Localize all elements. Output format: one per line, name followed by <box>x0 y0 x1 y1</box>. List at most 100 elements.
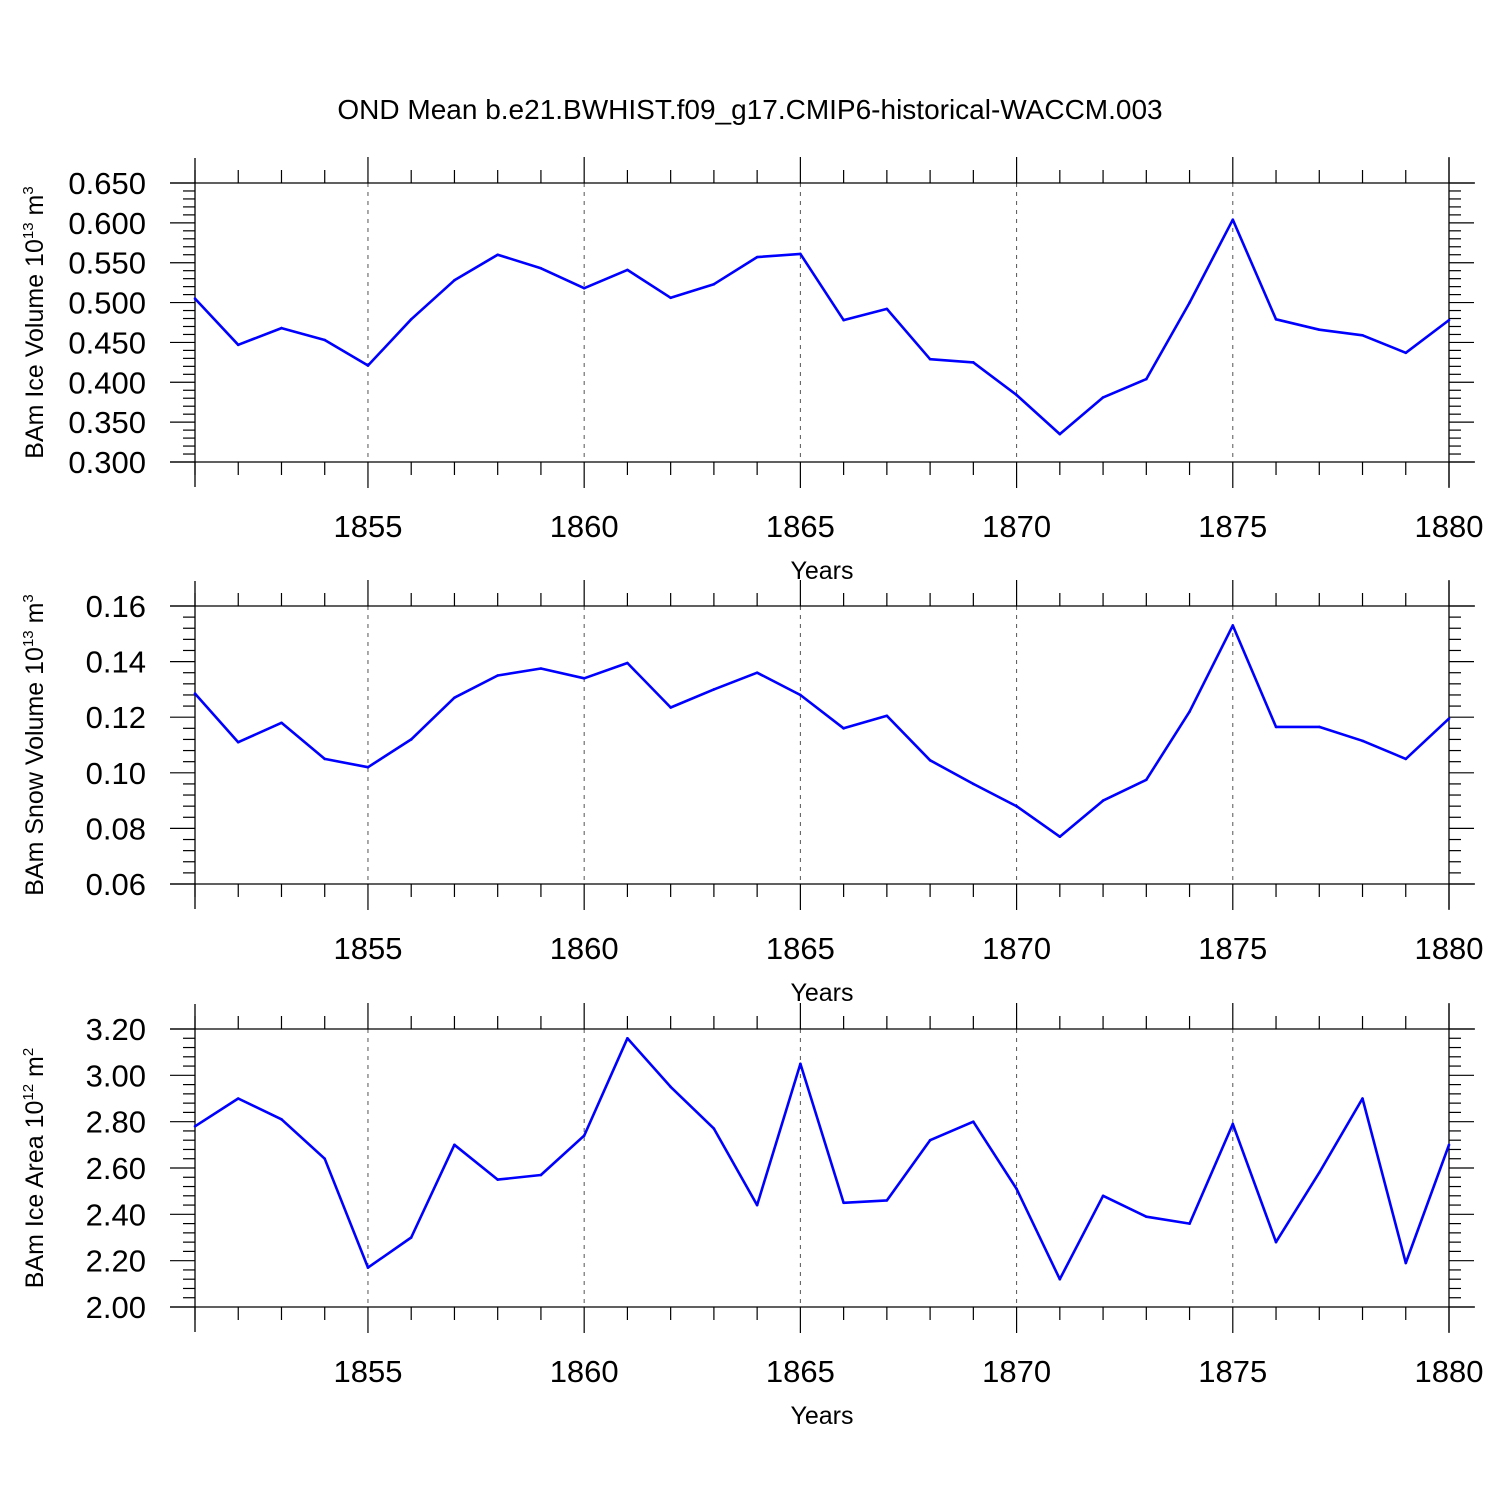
data-point <box>1188 710 1191 713</box>
data-point <box>799 252 802 256</box>
data-point <box>366 765 370 769</box>
data-point <box>669 1085 672 1089</box>
y-tick-label: 3.20 <box>86 1012 146 1047</box>
data-point <box>1101 1194 1105 1198</box>
data-point <box>1404 757 1408 761</box>
y-tick-label: 0.450 <box>68 325 146 360</box>
data-point <box>280 721 283 725</box>
x-tick-label: 1860 <box>550 931 619 966</box>
x-tick-label: 1855 <box>333 1354 402 1389</box>
data-point <box>928 758 932 762</box>
data-point <box>1145 1215 1148 1218</box>
data-point <box>885 1199 889 1202</box>
data-point <box>236 740 240 744</box>
x-axis-label: Years <box>790 979 853 1007</box>
x-tick-label: 1880 <box>1415 1354 1484 1389</box>
y-axis-label: BAm Snow Volume 1013 m3 <box>20 594 49 896</box>
data-point <box>1447 1143 1451 1147</box>
x-tick-label: 1875 <box>1198 931 1267 966</box>
data-point <box>755 1203 759 1207</box>
x-tick-label: 1860 <box>550 1354 619 1389</box>
data-point <box>1274 725 1278 729</box>
data-point <box>928 1138 932 1142</box>
x-tick-label: 1870 <box>982 509 1051 544</box>
data-point <box>1145 377 1148 381</box>
data-point <box>496 253 499 257</box>
data-point <box>280 1118 283 1121</box>
x-tick-label: 1855 <box>333 509 402 544</box>
data-point <box>1145 778 1148 782</box>
y-tick-label: 2.80 <box>86 1105 146 1140</box>
data-point <box>539 1173 543 1177</box>
data-point <box>409 738 413 741</box>
data-point <box>280 326 283 330</box>
data-point <box>1447 318 1451 322</box>
data-point <box>1058 835 1062 839</box>
data-point <box>366 364 370 367</box>
data-point <box>842 1201 845 1205</box>
y-tick-label: 2.40 <box>86 1197 146 1232</box>
y-tick-label: 0.08 <box>86 811 146 846</box>
x-tick-label: 1880 <box>1415 509 1484 544</box>
data-point <box>323 338 327 342</box>
data-point <box>1317 1171 1321 1174</box>
y-tick-label: 0.16 <box>86 589 146 624</box>
data-point <box>323 1157 327 1161</box>
y-tick-label: 0.10 <box>86 756 146 791</box>
data-point <box>755 255 759 259</box>
y-tick-label: 0.06 <box>86 867 146 902</box>
data-point <box>885 307 889 311</box>
data-point <box>236 343 240 347</box>
data-point <box>1101 799 1105 802</box>
y-tick-label: 0.650 <box>68 166 146 201</box>
y-tick-label: 2.60 <box>86 1151 146 1186</box>
data-point <box>1188 1222 1191 1225</box>
data-point <box>582 676 586 680</box>
data-point <box>1058 432 1062 436</box>
data-point <box>972 782 975 786</box>
data-point <box>1015 804 1018 808</box>
data-point <box>453 278 456 282</box>
data-point <box>1188 301 1191 304</box>
data-point <box>1361 333 1364 337</box>
data-point <box>193 1125 197 1128</box>
x-tick-label: 1870 <box>982 931 1051 966</box>
data-point <box>842 727 845 730</box>
x-tick-label: 1865 <box>766 1354 835 1389</box>
data-point <box>928 357 932 361</box>
data-point <box>972 361 975 364</box>
x-tick-label: 1865 <box>766 509 835 544</box>
data-point <box>366 1266 370 1269</box>
data-point <box>496 1178 499 1181</box>
y-axis-label: BAm Ice Area 1012 m2 <box>20 1048 49 1288</box>
data-point <box>842 318 845 322</box>
data-point <box>626 1036 629 1040</box>
data-point <box>1317 328 1321 331</box>
data-point <box>496 674 499 677</box>
data-point <box>626 268 629 272</box>
x-tick-label: 1870 <box>982 1354 1051 1389</box>
x-tick-label: 1875 <box>1198 509 1267 544</box>
data-point <box>712 688 716 691</box>
data-point <box>799 693 802 697</box>
data-point <box>799 1062 802 1066</box>
data-point <box>323 757 327 761</box>
series-line <box>194 624 1450 839</box>
data-point <box>453 696 456 700</box>
data-point <box>755 671 759 675</box>
y-tick-label: 3.00 <box>86 1058 146 1093</box>
data-point <box>1404 1261 1408 1265</box>
data-point <box>193 692 197 695</box>
data-point <box>1274 318 1278 321</box>
data-point <box>539 266 543 270</box>
y-tick-label: 0.14 <box>86 645 146 680</box>
data-point <box>1231 218 1235 221</box>
data-point <box>1231 624 1235 627</box>
data-point <box>1015 393 1018 397</box>
y-tick-label: 0.12 <box>86 700 146 735</box>
x-tick-label: 1860 <box>550 509 619 544</box>
data-point <box>885 714 889 718</box>
y-axis-label: BAm Ice Volume 1013 m3 <box>20 186 49 458</box>
data-point <box>1101 396 1105 399</box>
